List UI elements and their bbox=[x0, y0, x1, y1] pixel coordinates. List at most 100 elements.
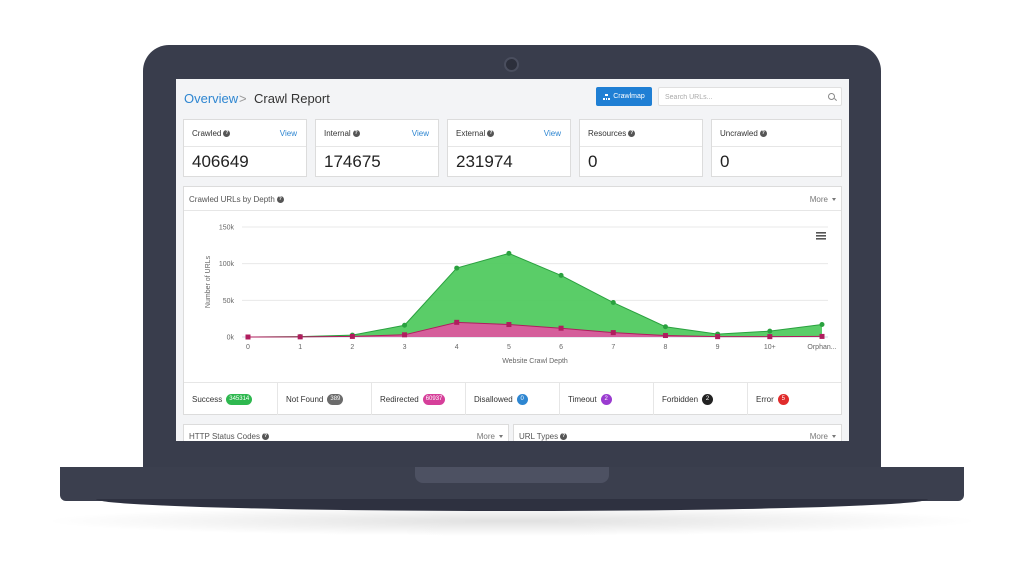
card-header: External? View bbox=[448, 120, 570, 147]
redirected-count-badge: 60937 bbox=[422, 393, 446, 405]
caret-down-icon bbox=[499, 435, 503, 439]
crawlmap-button-label: Crawlmap bbox=[613, 93, 645, 100]
data-point bbox=[349, 333, 355, 339]
data-point bbox=[558, 272, 564, 278]
breadcrumb-separator: > bbox=[239, 91, 247, 106]
search-input[interactable] bbox=[665, 91, 815, 103]
crawled-by-depth-panel: Crawled URLs by Depth? More 0k 50k 100k 150… bbox=[183, 186, 842, 415]
x-axis-label: Website Crawl Depth bbox=[502, 358, 568, 365]
card-value: 231974 bbox=[456, 152, 513, 171]
x-tick-label: 10+ bbox=[764, 344, 776, 351]
crawlmap-button[interactable]: Crawlmap bbox=[596, 87, 652, 106]
stat-cards: Crawled? View 406649 Internal? View 1746… bbox=[183, 119, 842, 177]
card-value: 406649 bbox=[192, 152, 249, 171]
laptop-shadow bbox=[40, 506, 984, 536]
data-point bbox=[558, 325, 564, 331]
question-circle-icon[interactable]: ? bbox=[759, 130, 767, 138]
card-label: Resources? bbox=[588, 129, 636, 138]
data-point bbox=[402, 332, 408, 338]
series-line bbox=[247, 252, 823, 338]
status-redirected[interactable]: Redirected 60937 bbox=[372, 383, 466, 415]
view-external-link[interactable]: View bbox=[543, 129, 561, 138]
page-title: Crawl Report bbox=[254, 91, 330, 106]
more-dropdown[interactable]: More bbox=[810, 432, 836, 441]
panel-header: Crawled URLs by Depth? More bbox=[184, 187, 841, 211]
more-dropdown[interactable]: More bbox=[810, 195, 836, 204]
data-point bbox=[819, 333, 825, 339]
y-axis-label: Number of URLs bbox=[205, 255, 212, 308]
view-crawled-link[interactable]: View bbox=[279, 129, 297, 138]
card-value: 174675 bbox=[324, 152, 381, 171]
x-tick-label: 4 bbox=[455, 344, 459, 351]
status-success[interactable]: Success 345314 bbox=[184, 383, 278, 415]
question-circle-icon[interactable]: ? bbox=[487, 130, 495, 138]
sitemap-icon bbox=[603, 93, 611, 100]
caret-down-icon bbox=[832, 435, 836, 439]
status-error[interactable]: Error 5 bbox=[748, 383, 841, 415]
data-point bbox=[767, 328, 773, 334]
x-tick-label: 7 bbox=[611, 344, 615, 351]
question-circle-icon[interactable]: ? bbox=[560, 433, 568, 441]
question-circle-icon[interactable]: ? bbox=[223, 130, 231, 138]
series-area bbox=[248, 322, 822, 337]
data-point bbox=[662, 324, 668, 330]
disallowed-count-badge: 0 bbox=[516, 393, 528, 405]
hamburger-icon[interactable] bbox=[816, 232, 826, 240]
question-circle-icon[interactable]: ? bbox=[276, 196, 284, 204]
stat-card-resources: Resources? 0 bbox=[579, 119, 703, 177]
x-tick-label: 5 bbox=[507, 344, 511, 351]
data-point bbox=[297, 334, 303, 340]
data-point bbox=[506, 322, 512, 328]
depth-area-chart: 0k 50k 100k 150k Number of URLs 0 1 2 3 4 5 6 7 8 9 10+… bbox=[205, 225, 837, 366]
data-point bbox=[402, 322, 408, 328]
caret-down-icon bbox=[832, 198, 836, 202]
http-status-codes-panel: HTTP Status Codes? More bbox=[183, 424, 509, 441]
data-point bbox=[662, 333, 668, 339]
stat-card-internal: Internal? View 174675 bbox=[315, 119, 439, 177]
question-circle-icon[interactable]: ? bbox=[262, 433, 269, 441]
status-summary-row: Success 345314 Not Found 389 Redirected 609… bbox=[184, 382, 841, 415]
y-tick-label: 150k bbox=[219, 225, 235, 232]
card-header: Resources? bbox=[580, 120, 702, 147]
panel-title: Crawled URLs by Depth? bbox=[189, 195, 284, 204]
x-tick-label: 0 bbox=[246, 344, 250, 351]
card-header: Uncrawled? bbox=[712, 120, 841, 147]
search-box bbox=[658, 87, 842, 106]
status-disallowed[interactable]: Disallowed 0 bbox=[466, 383, 560, 415]
card-header: Crawled? View bbox=[184, 120, 306, 147]
x-tick-label: 1 bbox=[298, 344, 302, 351]
data-point bbox=[454, 319, 460, 325]
panel-title: HTTP Status Codes? bbox=[189, 432, 269, 441]
not-found-count-badge: 389 bbox=[327, 393, 344, 405]
card-label: External? bbox=[456, 129, 495, 138]
status-timeout[interactable]: Timeout 2 bbox=[560, 383, 654, 415]
status-forbidden[interactable]: Forbidden 2 bbox=[654, 383, 748, 415]
x-tick-label: 6 bbox=[559, 344, 563, 351]
data-point bbox=[610, 300, 616, 306]
timeout-count-badge: 2 bbox=[600, 393, 612, 405]
data-point bbox=[819, 322, 825, 328]
search-icon[interactable] bbox=[828, 93, 835, 100]
laptop-camera bbox=[504, 57, 519, 72]
laptop-trackpad-notch bbox=[415, 467, 609, 483]
view-internal-link[interactable]: View bbox=[411, 129, 429, 138]
series-area bbox=[248, 253, 822, 337]
more-dropdown[interactable]: More bbox=[477, 432, 503, 441]
laptop-base-edge bbox=[96, 499, 928, 511]
breadcrumb-overview-link[interactable]: Overview bbox=[184, 91, 239, 106]
data-point bbox=[506, 250, 512, 256]
top-bar: Overview > Crawl Report Crawlmap bbox=[176, 79, 849, 115]
x-tick-label: 8 bbox=[664, 344, 668, 351]
question-circle-icon[interactable]: ? bbox=[352, 130, 360, 138]
error-count-badge: 5 bbox=[777, 393, 789, 405]
question-circle-icon[interactable]: ? bbox=[628, 130, 636, 138]
data-point bbox=[454, 265, 460, 271]
stat-card-uncrawled: Uncrawled? 0 bbox=[711, 119, 842, 177]
url-types-panel: URL Types? More bbox=[513, 424, 842, 441]
x-tick-label: Orphan... bbox=[807, 344, 836, 351]
card-label: Uncrawled? bbox=[720, 129, 767, 138]
data-point bbox=[245, 334, 251, 340]
x-tick-label: 2 bbox=[350, 344, 354, 351]
status-not-found[interactable]: Not Found 389 bbox=[278, 383, 372, 415]
data-point bbox=[610, 330, 616, 336]
